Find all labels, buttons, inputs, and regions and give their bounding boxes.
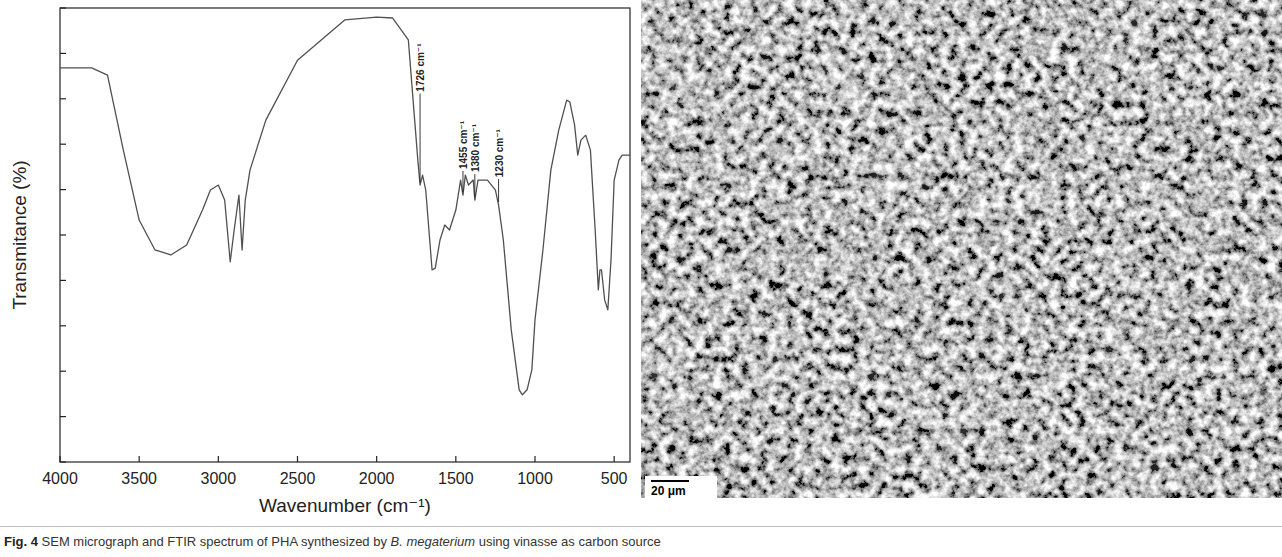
- annotation-leader: [462, 171, 463, 192]
- x-tick: [59, 456, 60, 462]
- x-tick-label: 3000: [201, 470, 237, 487]
- x-tick-label: 1000: [517, 470, 553, 487]
- scale-bar-label: 20 μm: [651, 484, 686, 498]
- annotation-leader: [498, 179, 499, 202]
- sem-image: 20 μm: [641, 0, 1282, 522]
- scale-bar-box: [645, 476, 717, 498]
- x-tick-label: 2500: [280, 470, 316, 487]
- annotation: 1380 cm⁻¹: [470, 123, 481, 172]
- x-axis-title: Wavenumber (cm⁻¹): [259, 495, 431, 516]
- y-tick: [60, 53, 66, 54]
- caption: Fig. 4 SEM micrograph and FTIR spectrum …: [4, 534, 661, 549]
- y-tick: [60, 7, 66, 8]
- sem-base: [641, 0, 1282, 498]
- x-tick: [297, 456, 298, 462]
- x-tick: [455, 456, 456, 462]
- y-tick: [60, 144, 66, 145]
- plot-area: [60, 17, 630, 395]
- x-tick: [534, 456, 535, 462]
- caption-text: SEM micrograph and FTIR spectrum of PHA …: [42, 534, 387, 549]
- annotation-leader: [474, 174, 475, 197]
- sem-highlights: [641, 0, 1282, 498]
- x-tick: [218, 456, 219, 462]
- y-tick: [60, 325, 66, 326]
- caption-rule: [0, 526, 1282, 527]
- spectrum-line: [60, 17, 630, 395]
- annotation: 1455 cm⁻¹: [458, 120, 469, 169]
- scale-bar: [651, 480, 689, 482]
- x-tick: [614, 456, 615, 462]
- x-tick-label: 1500: [438, 470, 474, 487]
- x-tick-label: 4000: [42, 470, 78, 487]
- x-tick-label: 3500: [121, 470, 157, 487]
- caption-label: Fig. 4: [4, 534, 38, 549]
- y-tick: [60, 280, 66, 281]
- annotation: 1230 cm⁻¹: [494, 128, 505, 177]
- y-tick: [60, 234, 66, 235]
- sem-panel: 20 μm: [641, 0, 1282, 526]
- caption-text: using vinasse as carbon source: [479, 534, 661, 549]
- plot-frame: [60, 8, 630, 462]
- caption-species: B. megaterium: [391, 534, 476, 549]
- y-tick: [60, 371, 66, 372]
- ftir-panel: 4000 3500 3000 2500 2000 1500 1000 500 Wavenumbe…: [0, 0, 640, 526]
- annotation-leader: [420, 94, 421, 182]
- x-tick: [376, 456, 377, 462]
- x-tick: [139, 456, 140, 462]
- annotation: 1726 cm⁻¹: [415, 43, 426, 92]
- x-tick-label: 2000: [359, 470, 395, 487]
- y-axis-title: Transmitance (%): [9, 160, 30, 309]
- y-tick: [60, 189, 66, 190]
- ftir-chart: 4000 3500 3000 2500 2000 1500 1000 500 Wavenumbe…: [0, 0, 640, 522]
- y-tick: [60, 98, 66, 99]
- sem-texture: [641, 0, 1282, 498]
- y-tick: [60, 461, 66, 462]
- y-tick: [60, 416, 66, 417]
- x-tick-label: 500: [601, 470, 628, 487]
